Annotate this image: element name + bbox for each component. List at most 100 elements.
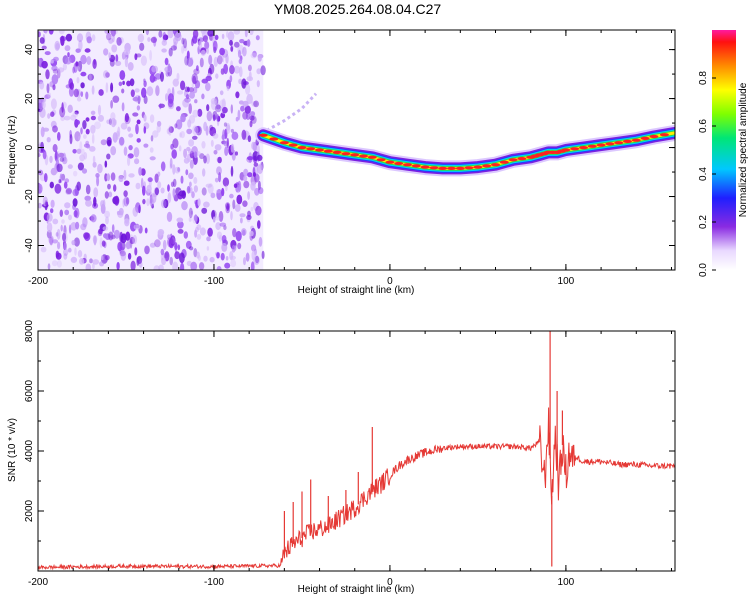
noise-speckle: [251, 244, 257, 252]
noise-speckle: [219, 90, 224, 96]
noise-speckle: [58, 30, 65, 35]
noise-speckle: [150, 135, 154, 142]
noise-speckle: [160, 71, 164, 82]
noise-speckle: [138, 167, 143, 176]
noise-speckle: [80, 82, 85, 89]
noise-speckle: [226, 203, 230, 212]
noise-speckle: [52, 218, 59, 225]
noise-speckle: [222, 177, 230, 187]
noise-speckle: [103, 70, 109, 79]
noise-speckle: [177, 167, 181, 172]
noise-speckle: [106, 153, 111, 160]
noise-speckle: [170, 237, 176, 245]
noise-speckle: [64, 45, 71, 52]
noise-speckle: [245, 83, 251, 95]
noise-speckle: [110, 172, 116, 181]
noise-speckle: [75, 48, 81, 53]
trace-peak: [508, 158, 518, 162]
noise-speckle: [206, 47, 210, 55]
noise-speckle: [127, 153, 134, 159]
noise-speckle: [43, 30, 48, 34]
noise-speckle: [79, 258, 85, 265]
noise-speckle: [92, 161, 97, 168]
noise-speckle: [257, 54, 262, 62]
noise-speckle: [226, 124, 231, 134]
noise-speckle: [64, 57, 72, 65]
colorbar-axes: 0.0 0.2 0.4 0.6 0.8: [698, 71, 716, 277]
noise-speckle: [44, 173, 48, 183]
noise-speckle: [171, 149, 177, 159]
noise-speckle: [104, 30, 112, 35]
noise-speckle: [58, 179, 62, 184]
noise-speckle: [157, 181, 162, 189]
noise-speckle: [175, 119, 183, 130]
noise-speckle: [258, 187, 264, 195]
x-tick-label: 0: [387, 577, 393, 588]
noise-speckle: [217, 156, 222, 164]
noise-speckle: [115, 130, 120, 140]
noise-speckle: [85, 144, 91, 149]
noise-speckle: [188, 87, 195, 93]
noise-speckle: [230, 104, 233, 114]
noise-speckle: [108, 191, 113, 198]
noise-speckle: [172, 261, 179, 270]
noise-speckle: [167, 237, 174, 248]
noise-speckle: [223, 122, 228, 127]
noise-speckle: [157, 229, 165, 236]
snr-spikes: [283, 331, 564, 567]
noise-speckle: [202, 168, 206, 177]
noise-speckle: [106, 119, 111, 125]
noise-speckle: [192, 135, 198, 140]
noise-speckle: [180, 114, 186, 123]
noise-speckle: [132, 234, 138, 245]
noise-speckle: [204, 41, 210, 50]
noise-speckle: [143, 80, 147, 88]
noise-speckle: [154, 173, 159, 183]
noise-speckle: [186, 128, 193, 135]
noise-speckle: [246, 214, 252, 220]
noise-speckle: [247, 191, 251, 200]
noise-speckle: [242, 46, 247, 57]
noise-speckle: [225, 123, 231, 131]
noise-speckle: [187, 149, 193, 154]
noise-speckle: [43, 96, 47, 103]
noise-speckle: [149, 74, 156, 83]
noise-speckle: [186, 185, 191, 194]
noise-speckle: [252, 50, 257, 58]
noise-speckle: [68, 247, 72, 253]
noise-speckle: [161, 257, 167, 266]
noise-speckle: [155, 85, 160, 97]
noise-speckle: [255, 255, 260, 264]
noise-speckle: [57, 131, 61, 141]
noise-speckle: [139, 42, 145, 51]
noise-speckle: [186, 57, 194, 67]
noise-speckle: [198, 262, 205, 270]
trace-peak: [258, 133, 268, 137]
noise-speckle: [120, 250, 127, 261]
noise-speckle: [221, 134, 225, 141]
noise-speckle: [124, 56, 128, 68]
noise-speckle: [216, 231, 223, 240]
y-tick-label: 4000: [24, 439, 35, 462]
noise-speckle: [133, 147, 140, 158]
page-title: YM08.2025.264.08.04.C27: [273, 1, 442, 17]
noise-speckle: [234, 41, 240, 48]
noise-speckle: [46, 83, 50, 94]
noise-speckle: [123, 180, 130, 186]
noise-speckle: [80, 223, 87, 231]
noise-speckle: [65, 187, 72, 194]
trace-peak: [306, 147, 316, 151]
noise-speckle: [67, 104, 73, 114]
trace-peak: [350, 153, 360, 157]
noise-speckle: [62, 232, 67, 242]
noise-speckle: [234, 204, 241, 212]
noise-speckle: [249, 111, 256, 117]
trace-peak: [385, 160, 395, 164]
noise-speckle: [250, 261, 255, 270]
noise-speckle: [190, 261, 198, 270]
noise-speckle: [130, 260, 136, 270]
noise-speckle: [76, 148, 82, 154]
noise-speckle: [108, 231, 114, 241]
noise-speckle: [233, 183, 238, 188]
noise-speckle: [137, 33, 145, 43]
